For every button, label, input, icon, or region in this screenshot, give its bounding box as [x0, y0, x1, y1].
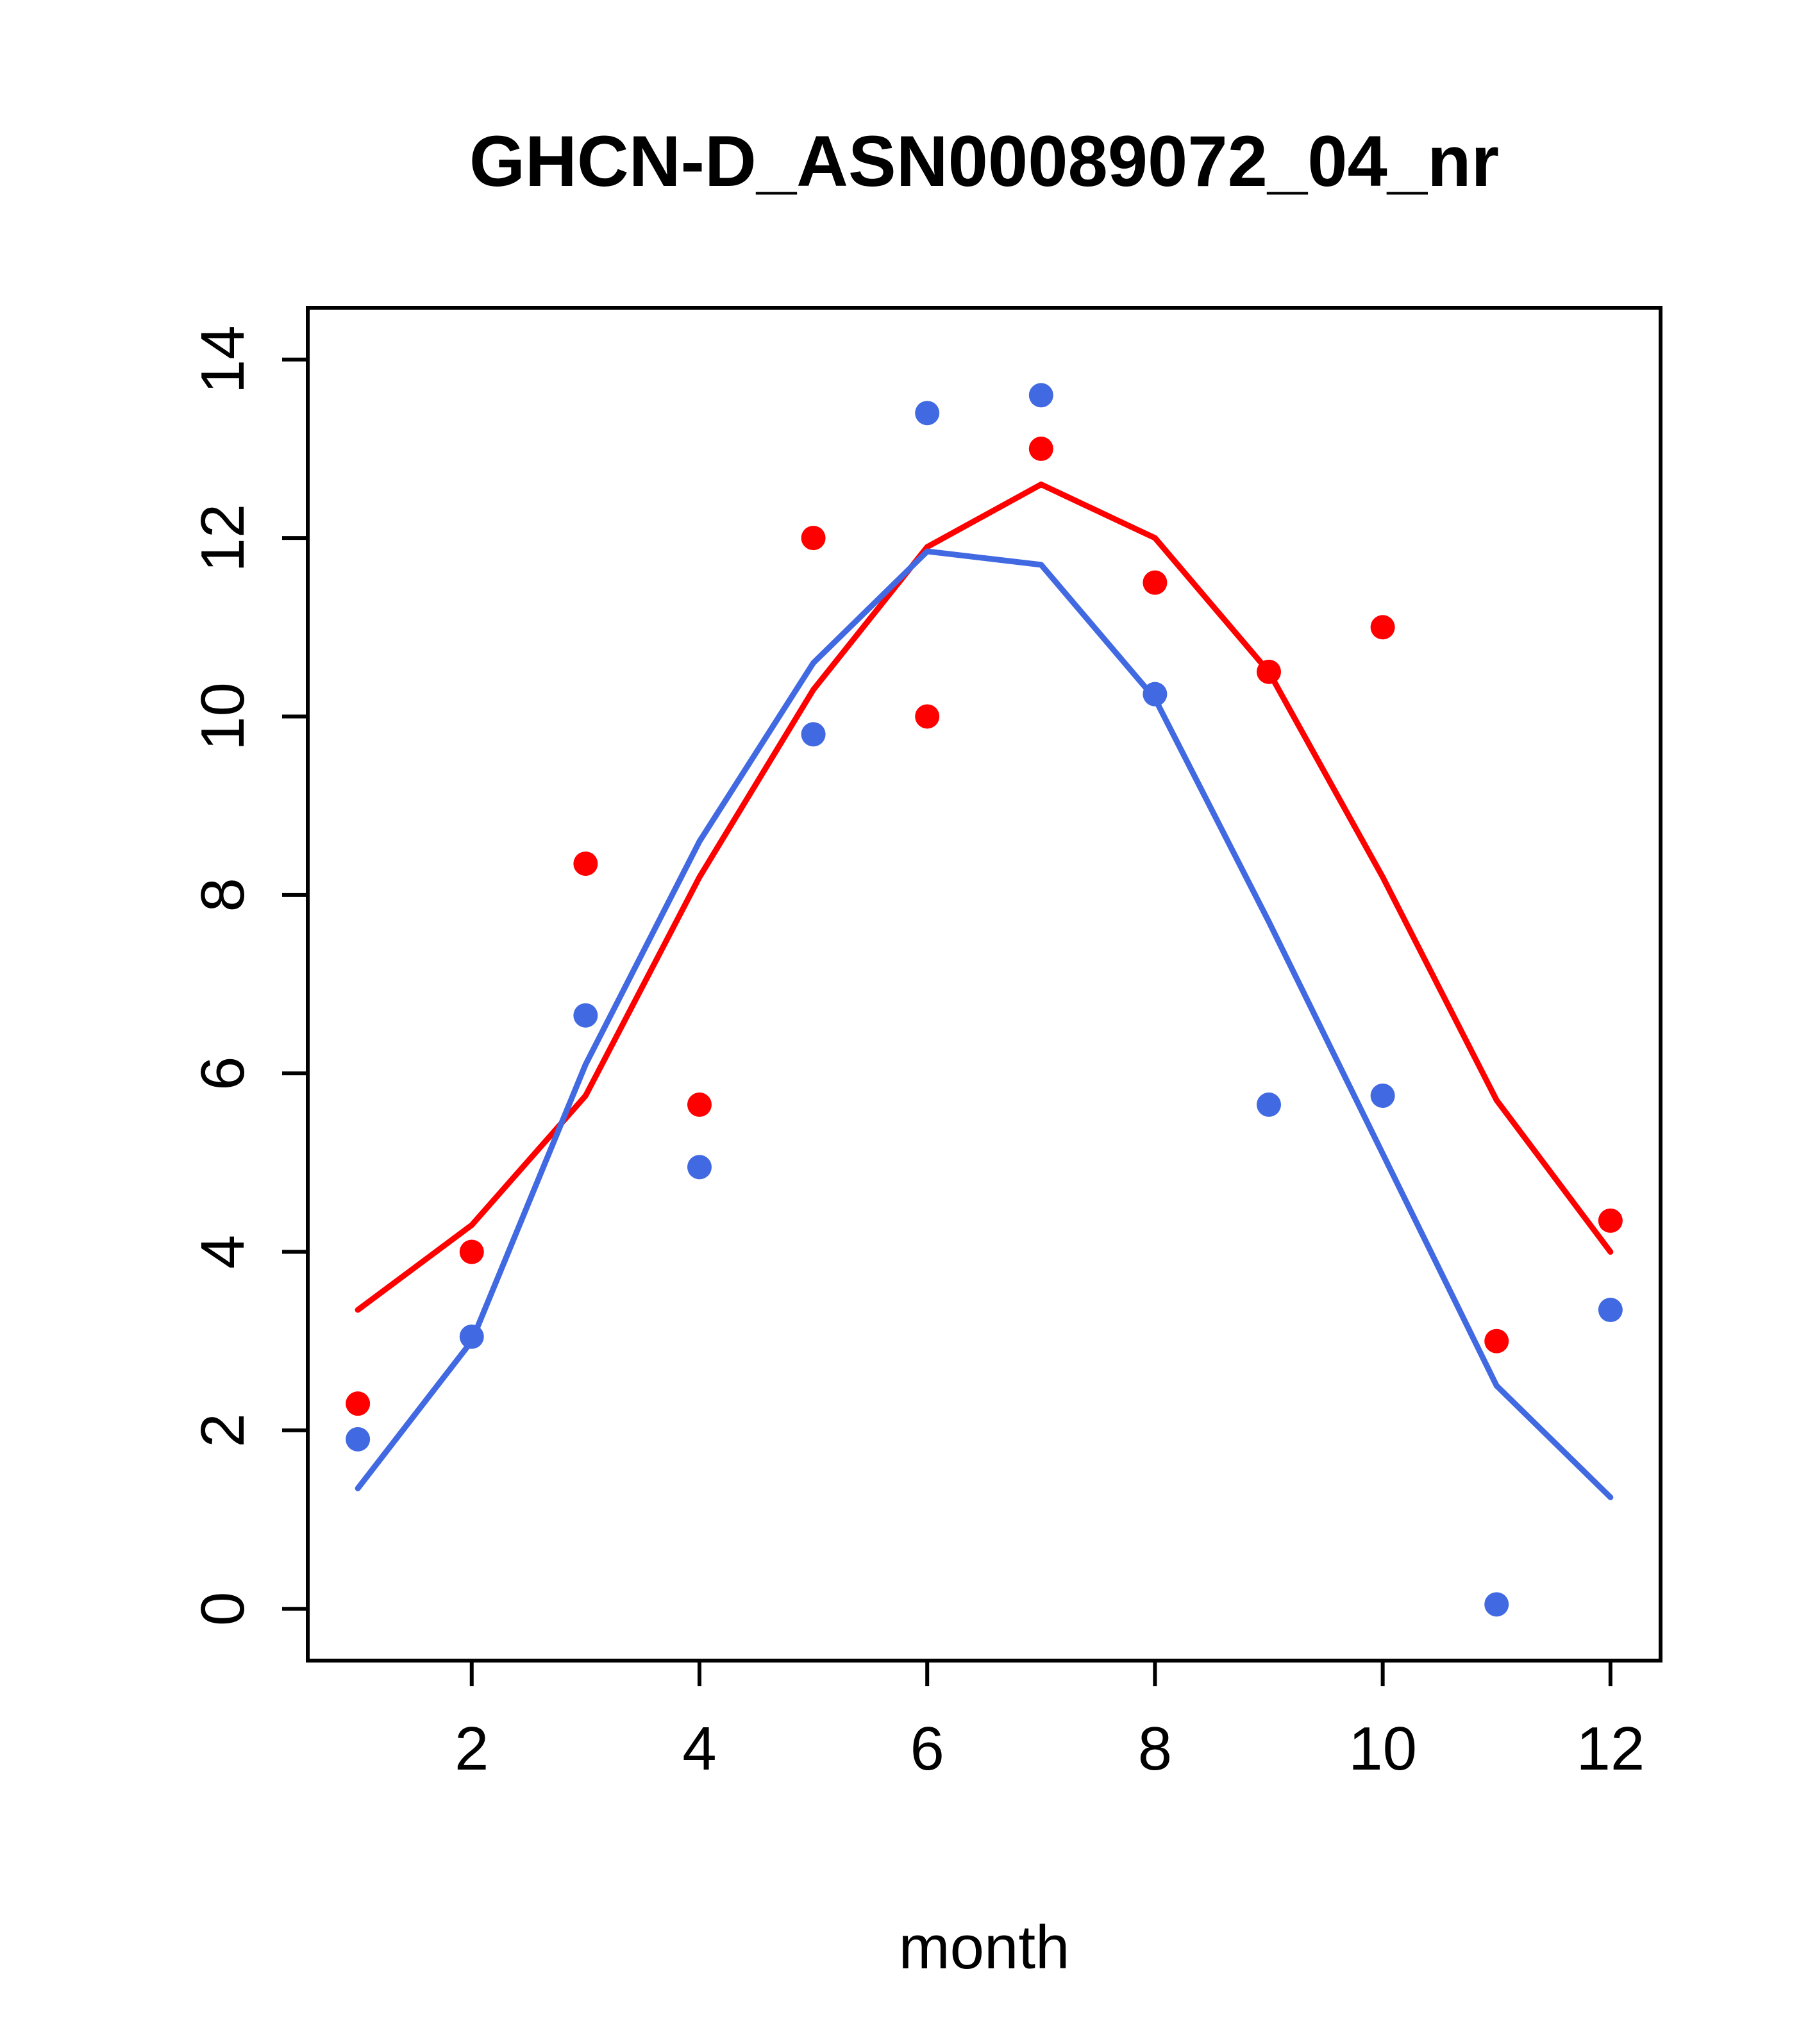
red-points-point [1143, 570, 1168, 595]
y-tick-label: 4 [188, 1235, 257, 1269]
y-tick-label: 0 [188, 1592, 257, 1626]
blue-points-point [915, 401, 940, 426]
y-tick-label: 14 [188, 325, 257, 394]
chart-title: GHCN-D_ASN00089072_04_nr [469, 121, 1499, 201]
blue-points-point [1257, 1092, 1282, 1117]
red-points-point [1257, 659, 1282, 684]
plot-box [306, 306, 1662, 1663]
blue-points-point [801, 722, 826, 747]
blue-points-point [1143, 682, 1168, 707]
x-tick-label: 8 [1138, 1714, 1172, 1783]
x-tick-label: 2 [455, 1714, 489, 1783]
x-tick-label: 12 [1576, 1714, 1645, 1783]
y-tick-label: 2 [188, 1413, 257, 1447]
red-points-point [1484, 1328, 1509, 1353]
x-tick-label: 4 [682, 1714, 716, 1783]
x-axis-label: month [899, 1913, 1070, 1982]
blue-points-point [1028, 383, 1053, 408]
blue-fit-line [355, 548, 1614, 1500]
red-points-point [687, 1092, 712, 1117]
x-tick-label: 10 [1348, 1714, 1417, 1783]
plot-area: 2 4 6 8 10 12 0 2 4 6 8 10 12 14 [188, 306, 1662, 1783]
y-tick-label: 8 [188, 878, 257, 912]
blue-points-point [1484, 1592, 1509, 1617]
x-tick-label: 6 [910, 1714, 944, 1783]
blue-points-point [1598, 1298, 1623, 1323]
red-points-point [573, 851, 598, 876]
red-points-point [1598, 1208, 1623, 1233]
blue-points-point [687, 1155, 712, 1180]
blue-points-point [346, 1427, 371, 1452]
blue-points-point [573, 1003, 598, 1028]
red-fit-line [355, 482, 1614, 1313]
y-tick-label: 6 [188, 1056, 257, 1090]
red-points-point [459, 1239, 484, 1264]
red-points-point [801, 526, 826, 551]
blue-points-point [459, 1324, 484, 1349]
red-points-point [346, 1391, 371, 1416]
red-points-point [1370, 615, 1395, 640]
red-points-point [1028, 436, 1053, 461]
red-points-point [915, 704, 940, 729]
blue-points-point [1370, 1083, 1395, 1108]
y-tick-label: 12 [188, 504, 257, 573]
y-tick-label: 10 [188, 682, 257, 751]
